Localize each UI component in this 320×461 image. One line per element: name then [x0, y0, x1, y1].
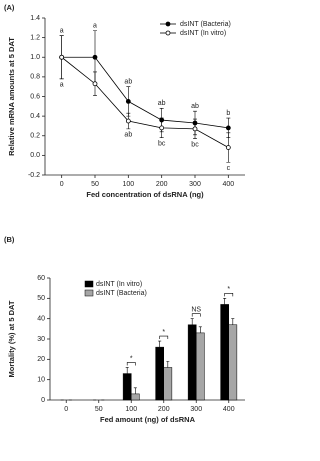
y-tick-label: 10 — [37, 377, 45, 384]
bar — [131, 393, 140, 401]
legend-swatch — [84, 289, 94, 297]
bar — [196, 332, 205, 401]
figure: (A)-0.20.00.20.40.60.81.01.21.40 50 100 200… — [4, 3, 245, 424]
series-line — [61, 56, 229, 148]
x-tick-label: 300 — [189, 181, 201, 188]
x-tick-label: 0 — [64, 406, 68, 413]
point — [125, 99, 131, 104]
x-tick-label: 300 — [190, 406, 202, 413]
significance-letter: a — [60, 82, 64, 89]
legend-label: dsINT (In vitro) — [96, 281, 142, 288]
significance-letter: ab — [191, 103, 199, 110]
error-bar — [190, 318, 194, 325]
significance-letter: a — [93, 23, 97, 30]
y-tick-label: 1.0 — [30, 54, 40, 61]
y-tick-label: 1.2 — [30, 34, 40, 41]
y-tick-label: -0.2 — [28, 172, 40, 179]
significance-letter: ab — [158, 100, 166, 107]
error-bar — [125, 367, 129, 374]
x-tick-label: 200 — [156, 181, 168, 188]
significance-letter: ab — [124, 132, 132, 139]
significance-bracket — [126, 362, 136, 366]
point — [125, 118, 131, 124]
significance-mark: NS — [191, 307, 201, 314]
panel-label: (B) — [4, 235, 15, 244]
legend-marker — [165, 30, 171, 36]
legend-label: dsINT (In vitro) — [180, 30, 226, 37]
point — [225, 125, 231, 131]
significance-bracket — [159, 335, 169, 340]
significance-letter: ab — [124, 79, 132, 86]
x-tick-label: 50 — [95, 406, 103, 413]
x-tick-label: 50 — [91, 181, 99, 188]
y-axis-title: Relative mRNA amounts at 5 DAT — [7, 37, 16, 156]
significance-mark: * — [227, 286, 230, 293]
y-tick-label: 20 — [37, 356, 45, 363]
bar — [220, 304, 229, 401]
y-tick-label: 0.0 — [30, 152, 40, 159]
error-bar — [198, 326, 202, 333]
series-line — [61, 56, 229, 129]
significance-mark: * — [162, 329, 165, 336]
error-bar — [158, 340, 162, 348]
bar — [228, 324, 238, 401]
bar — [155, 346, 164, 401]
point — [59, 54, 65, 60]
y-axis-title: Mortality (%) at 5 DAT — [7, 300, 16, 377]
point — [192, 126, 198, 132]
y-tick-label: 0.2 — [30, 133, 40, 140]
error-bar — [133, 387, 137, 394]
panel-label: (A) — [4, 3, 15, 12]
x-tick-label: 100 — [125, 406, 137, 413]
y-tick-label: 0 — [41, 397, 45, 404]
significance-mark: * — [130, 355, 133, 362]
point — [225, 145, 231, 150]
x-tick-label: 400 — [222, 181, 234, 188]
x-tick-label: 400 — [223, 406, 235, 413]
significance-bracket — [224, 293, 234, 297]
y-tick-label: 40 — [37, 316, 45, 323]
y-tick-label: 50 — [37, 295, 45, 302]
point — [159, 125, 165, 131]
x-tick-label: 0 — [60, 181, 64, 188]
y-tick-label: 0.6 — [30, 93, 40, 100]
x-tick-label: 200 — [158, 406, 170, 413]
significance-letter: b — [226, 110, 230, 117]
x-axis-title: Fed amount (ng) of dsRNA — [100, 415, 196, 424]
significance-letter: bc — [158, 141, 166, 148]
y-tick-label: 1.4 — [30, 15, 40, 22]
significance-letter: c — [227, 165, 231, 172]
error-bar — [223, 298, 227, 305]
y-tick-label: 0.8 — [30, 74, 40, 81]
x-axis-title: Fed concentration of dsRNA (ng) — [86, 190, 204, 199]
x-tick-label: 100 — [122, 181, 134, 188]
legend-label: dsINT (Bacteria) — [96, 290, 147, 297]
point — [92, 54, 98, 60]
legend-swatch — [84, 280, 94, 288]
y-tick-label: 0.4 — [30, 113, 40, 120]
legend-marker — [165, 21, 171, 27]
y-tick-label: 30 — [37, 336, 45, 343]
bar — [163, 367, 173, 401]
significance-letter: bc — [191, 142, 199, 149]
significance-bracket — [191, 313, 201, 317]
error-bar — [231, 318, 235, 325]
point — [92, 81, 98, 87]
significance-letter: a — [60, 28, 64, 35]
bar — [122, 373, 132, 401]
y-tick-label: 60 — [37, 275, 45, 282]
error-bar — [166, 361, 170, 368]
legend-label: dsINT (Bacteria) — [180, 21, 231, 28]
bar — [187, 324, 197, 401]
